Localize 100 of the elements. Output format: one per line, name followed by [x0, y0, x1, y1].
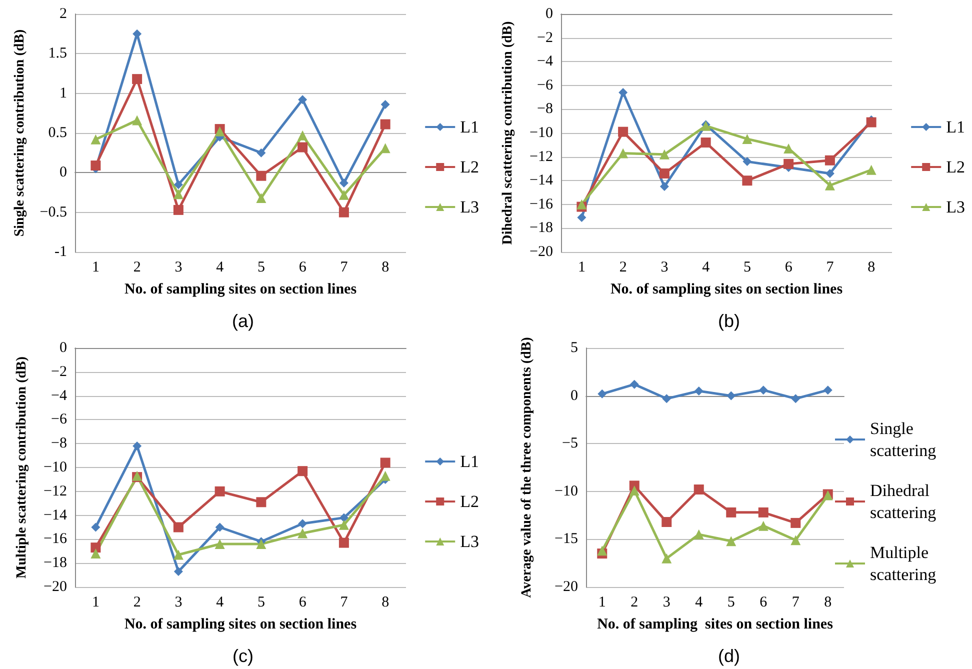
y-tick-label: −18 — [530, 220, 553, 236]
point — [339, 513, 348, 522]
x-axis-title: No. of sampling sites on section lines — [610, 282, 843, 298]
point — [90, 160, 101, 171]
legend-label: Single scattering — [870, 419, 937, 460]
point — [784, 143, 794, 154]
point — [132, 74, 142, 84]
point — [256, 538, 266, 549]
x-tick-label: 2 — [133, 594, 141, 610]
point — [791, 394, 800, 404]
point — [298, 142, 308, 152]
legend-label: L2 — [460, 492, 480, 511]
point — [338, 207, 349, 218]
point — [338, 190, 349, 200]
text: (a) — [232, 311, 254, 331]
point — [726, 391, 736, 400]
point — [694, 386, 704, 396]
y-tick-label: −12 — [530, 148, 553, 165]
point — [598, 389, 607, 398]
legend-label: Multiple scattering — [870, 543, 937, 584]
x-tick-label: 2 — [630, 594, 638, 610]
point — [742, 134, 752, 144]
legend-label: L1 — [460, 118, 480, 136]
y-tick-label: −20 — [44, 579, 67, 595]
y-tick-label: −16 — [530, 196, 554, 212]
point — [132, 115, 142, 126]
point — [256, 193, 266, 204]
point — [758, 386, 768, 395]
y-tick-label: −6 — [51, 412, 68, 428]
y-tick-label: 0 — [546, 6, 553, 22]
legend-label: L3 — [946, 198, 966, 216]
point — [380, 143, 390, 154]
y-axis-title: Average value of the three components (dB) — [520, 336, 534, 598]
y-tick-label: -1 — [54, 244, 67, 260]
y-axis-title: Dihedral scattering contribution (dB) — [500, 20, 516, 245]
x-tick-label: 5 — [727, 594, 735, 610]
y-tick-label: 0 — [60, 340, 67, 356]
y-tick-label: 5 — [570, 340, 578, 356]
y-tick-label: 1 — [60, 85, 67, 102]
x-tick-label: 3 — [660, 260, 668, 276]
x-tick-label: 8 — [824, 594, 832, 610]
point — [784, 158, 794, 169]
x-tick-label: 8 — [868, 260, 876, 276]
point — [214, 538, 225, 549]
point — [726, 507, 736, 518]
point — [174, 180, 183, 190]
point — [866, 117, 876, 128]
point — [90, 542, 101, 553]
point — [90, 548, 101, 559]
y-tick-label: −5 — [562, 436, 578, 452]
y-tick-label: 2 — [60, 6, 67, 22]
x-tick-label: 2 — [133, 260, 141, 276]
point — [173, 204, 184, 215]
point — [173, 522, 184, 532]
legend-label: L3 — [460, 198, 480, 216]
point — [824, 155, 835, 166]
x-tick-label: 6 — [784, 260, 793, 276]
y-tick-label: −0.5 — [40, 204, 67, 220]
point — [380, 100, 390, 109]
point — [659, 149, 670, 160]
x-tick-label: 3 — [662, 594, 670, 610]
y-tick-label: −10 — [530, 125, 553, 141]
point — [338, 538, 349, 548]
x-axis-title: No. of sampling sites on section lines — [124, 282, 357, 298]
legend-label: L1 — [946, 118, 966, 136]
x-tick-label: 5 — [743, 260, 751, 276]
x-tick-label: 2 — [619, 260, 627, 276]
y-tick-label: −15 — [554, 531, 578, 548]
point — [629, 485, 640, 496]
x-tick-label: 4 — [216, 260, 224, 276]
y-axis-title: Single scattering contribution (dB) — [12, 29, 28, 237]
y-tick-label: 0 — [570, 388, 578, 404]
point — [298, 95, 308, 104]
text: (d) — [718, 646, 740, 666]
point — [742, 157, 752, 166]
point — [173, 550, 184, 560]
point — [618, 126, 628, 137]
x-tick-label: 5 — [257, 594, 265, 610]
y-tick-label: −2 — [537, 30, 553, 46]
text: (c) — [232, 646, 254, 666]
point — [694, 484, 704, 494]
point — [662, 394, 672, 404]
point — [824, 180, 835, 190]
y-tick-label: −10 — [554, 483, 578, 500]
point — [618, 88, 628, 98]
point — [630, 380, 639, 389]
point — [380, 458, 390, 468]
point — [256, 497, 266, 508]
x-axis-title: No. of sampling sites on section lines — [124, 616, 357, 632]
point — [662, 553, 672, 564]
y-tick-label: 0.5 — [48, 125, 67, 141]
y-tick-label: −16 — [44, 531, 68, 548]
point — [91, 522, 100, 532]
y-tick-label: 0 — [60, 164, 67, 181]
x-tick-label: 4 — [695, 594, 704, 610]
point — [758, 520, 768, 531]
point — [825, 168, 834, 178]
point — [742, 176, 752, 186]
point — [298, 130, 308, 140]
point — [173, 189, 184, 200]
